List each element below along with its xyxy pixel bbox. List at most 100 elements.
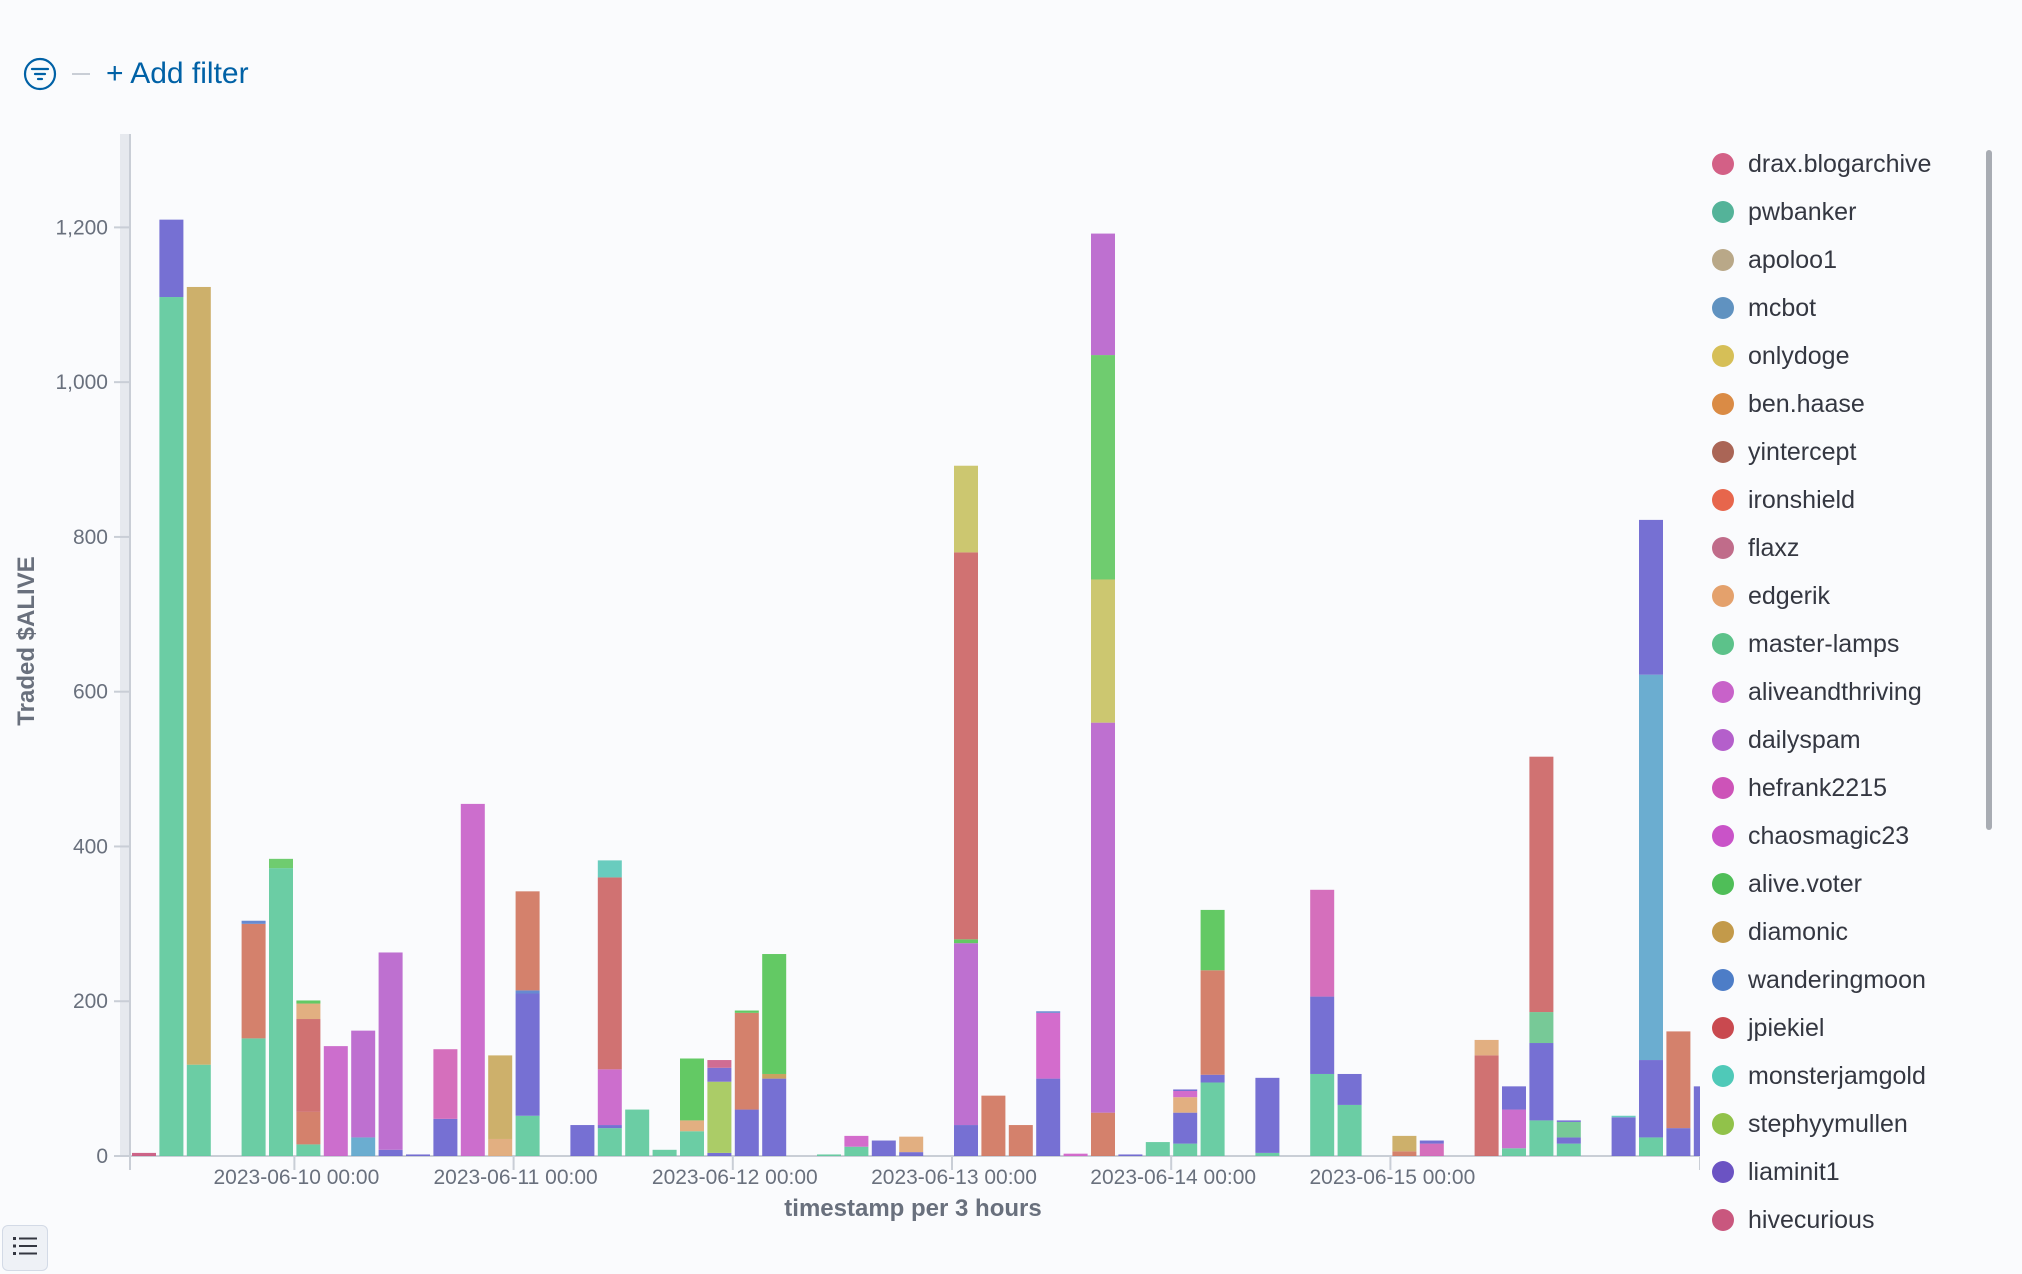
bar-segment-apoloo1[interactable] — [954, 465, 978, 553]
bar-segment-alive-voter[interactable] — [1200, 909, 1225, 971]
bar-segment-mcbot[interactable] — [1337, 1073, 1362, 1105]
bar-segment-monsterjamgold[interactable] — [1611, 1115, 1636, 1118]
legend-item-chaosmagic23[interactable]: chaosmagic23 — [1712, 812, 1982, 860]
bar-segment-pwbanker[interactable] — [844, 1146, 869, 1156]
bar-segment-mcbot[interactable] — [1666, 1128, 1691, 1156]
bar-segment-ben-haase[interactable] — [296, 1111, 321, 1145]
legend-item-ben-haase[interactable]: ben.haase — [1712, 380, 1982, 428]
bar-segment-mcbot[interactable] — [1502, 1086, 1526, 1110]
bar-segment-flaxz[interactable] — [597, 877, 622, 1070]
bar-segment-mcbot[interactable] — [1255, 1077, 1280, 1153]
bar-segment-ben-haase[interactable] — [1008, 1125, 1033, 1156]
legend-item-edgerik[interactable]: edgerik — [1712, 572, 1982, 620]
bar-segment-hefrank2215[interactable] — [1310, 889, 1335, 997]
legend-item-jpiekiel[interactable]: jpiekiel — [1712, 1004, 1982, 1052]
bar-segment-pwbanker[interactable] — [159, 297, 184, 1156]
bar-segment-chaosmagic23[interactable] — [1173, 1090, 1198, 1098]
bar-segment-liaminit1[interactable] — [707, 1067, 732, 1082]
bar-segment-flaxz[interactable] — [954, 552, 978, 940]
bar-segment-chaosmagic23[interactable] — [1036, 1012, 1061, 1079]
bar-segment-mcbot[interactable] — [1310, 996, 1335, 1074]
legend-item-master-lamps[interactable]: master-lamps — [1712, 620, 1982, 668]
bar-segment-mcbot[interactable] — [1556, 1120, 1581, 1122]
bar-segment-ben-haase[interactable] — [1200, 970, 1225, 1075]
legend-item-stephyymullen[interactable]: stephyymullen — [1712, 1100, 1982, 1148]
bar-segment-mcbot[interactable] — [1556, 1137, 1581, 1144]
legend-item-monsterjamgold[interactable]: monsterjamgold — [1712, 1052, 1982, 1100]
bar-segment-monsterjamgold[interactable] — [597, 860, 622, 878]
legend-item-diamonic[interactable]: diamonic — [1712, 908, 1982, 956]
bar-segment-apoloo1[interactable] — [1091, 579, 1115, 723]
legend-item-d[interactable]: d — [1712, 1244, 1982, 1258]
bar-segment-mcbot[interactable] — [1639, 519, 1663, 675]
bar-segment-master-lamps[interactable] — [1556, 1121, 1581, 1138]
bar-segment-alive-voter[interactable] — [296, 1000, 321, 1004]
bar-segment-pwbanker[interactable] — [515, 1115, 540, 1156]
bar-segment-mcbot[interactable] — [871, 1140, 896, 1156]
legend-item-ironshield[interactable]: ironshield — [1712, 476, 1982, 524]
bar-segment-edgerik[interactable] — [1173, 1097, 1198, 1113]
bar-segment-mcbot[interactable] — [1693, 1086, 1700, 1156]
bar-segment-pwbanker[interactable] — [1255, 1152, 1280, 1156]
bar-segment-pwbanker[interactable] — [652, 1149, 677, 1156]
bar-segment-alive-voter[interactable] — [954, 939, 978, 944]
bar-segment-mcbot[interactable] — [1118, 1154, 1143, 1156]
bar-segment-mcbot[interactable] — [515, 993, 540, 1116]
bar-segment-onlydoge[interactable] — [1392, 1135, 1417, 1152]
bar-segment-edgerik[interactable] — [1474, 1039, 1499, 1056]
legend-item-mcbot[interactable]: mcbot — [1712, 284, 1982, 332]
bar-segment-chaosmagic23[interactable] — [844, 1135, 869, 1147]
bar-segment-mcbot[interactable] — [899, 1152, 924, 1156]
bar-segment-pwbanker[interactable] — [1556, 1143, 1581, 1156]
bar-segment-dailyspam[interactable] — [351, 1030, 376, 1138]
bar-segment-mcbot[interactable] — [433, 1118, 458, 1156]
bar-segment-pwbanker[interactable] — [1173, 1143, 1198, 1156]
bar-segment-pwbanker[interactable] — [241, 1038, 266, 1156]
bar-segment-dailyspam[interactable] — [954, 943, 978, 1126]
bar-segment-pwbanker[interactable] — [1145, 1142, 1170, 1156]
bar-segment-ben-haase[interactable] — [1666, 1031, 1691, 1129]
bar-segment-flaxz[interactable] — [1529, 756, 1554, 1013]
bar-segment-mcbot[interactable] — [1173, 1089, 1198, 1091]
bar-segment-mcbot[interactable] — [597, 1125, 622, 1129]
bar-segment-edgerik[interactable] — [899, 1136, 924, 1153]
bar-segment-yintercept[interactable] — [351, 1137, 376, 1156]
bar-segment-wanderingmoon[interactable] — [515, 990, 540, 994]
legend-item-flaxz[interactable]: flaxz — [1712, 524, 1982, 572]
bar-segment-edgerik[interactable] — [680, 1120, 704, 1132]
bar-segment-pwbanker[interactable] — [186, 1064, 211, 1156]
legend-toggle-button[interactable] — [2, 1225, 48, 1271]
bar-segment-hefrank2215[interactable] — [433, 1049, 458, 1119]
bar-segment-pwbanker[interactable] — [1639, 1137, 1663, 1156]
add-filter-button[interactable]: + Add filter — [106, 57, 249, 90]
bar-segment-aliveandthriving[interactable] — [460, 803, 485, 1156]
bar-segment-pwbanker[interactable] — [1502, 1148, 1526, 1156]
bar-segment-aliveandthriving[interactable] — [597, 1069, 622, 1126]
bar-segment-pwbanker[interactable] — [680, 1131, 704, 1156]
bar-segment-pwbanker[interactable] — [1529, 1120, 1554, 1156]
bar-segment-ben-haase[interactable] — [981, 1095, 1006, 1156]
legend-item-pwbanker[interactable]: pwbanker — [1712, 188, 1982, 236]
bar-segment-dailyspam[interactable] — [1091, 233, 1115, 356]
legend-item-dailyspam[interactable]: dailyspam — [1712, 716, 1982, 764]
bar-segment-ironshield[interactable] — [1091, 355, 1115, 580]
bar-segment-mcbot[interactable] — [1173, 1112, 1198, 1144]
legend-item-alive-voter[interactable]: alive.voter — [1712, 860, 1982, 908]
bar-segment-alive-voter[interactable] — [762, 954, 787, 1074]
bar-segment-alive-voter[interactable] — [734, 1010, 759, 1013]
bar-segment-mcbot[interactable] — [1529, 1043, 1554, 1121]
bar-segment-mcbot[interactable] — [159, 219, 184, 298]
bar-segment-pwbanker[interactable] — [269, 868, 293, 1156]
bar-segment-yintercept[interactable] — [1639, 674, 1663, 1061]
bar-segment-mcbot[interactable] — [406, 1154, 430, 1156]
bar-segment-alive-voter[interactable] — [680, 1058, 704, 1121]
legend-item-apoloo1[interactable]: apoloo1 — [1712, 236, 1982, 284]
bar-segment-wanderingmoon[interactable] — [1036, 1011, 1061, 1013]
bar-segment-mcbot[interactable] — [707, 1152, 732, 1156]
bar-segment-onlydoge[interactable] — [186, 286, 211, 1065]
bar-segment-pwbanker[interactable] — [817, 1154, 841, 1156]
legend-scrollbar[interactable] — [1986, 150, 1992, 830]
bar-segment-mcbot[interactable] — [1639, 1060, 1663, 1138]
bar-segment-dailyspam[interactable] — [378, 952, 403, 1150]
bar-segment-drax-blogarchive[interactable] — [132, 1152, 156, 1156]
